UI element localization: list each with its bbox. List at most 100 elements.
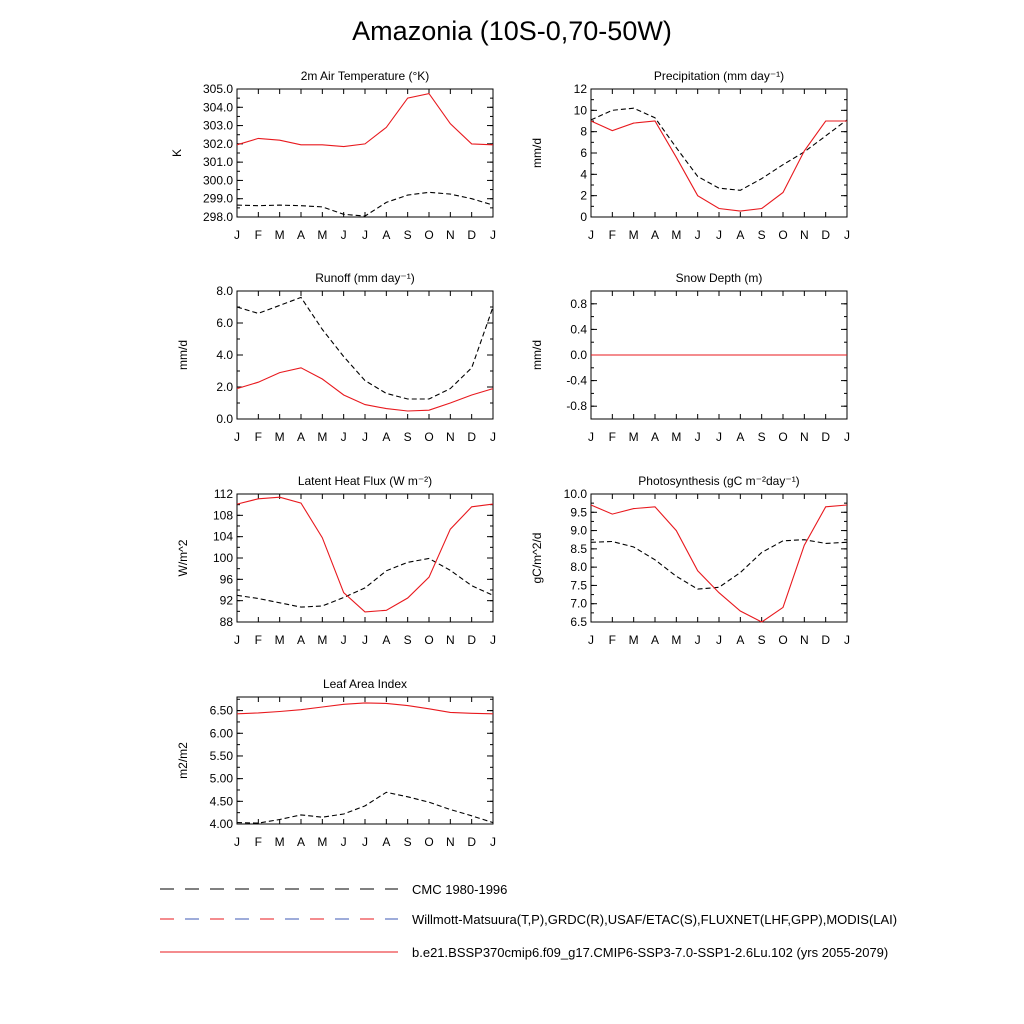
chart-title: Photosynthesis (gC m⁻²day⁻¹) [638,474,799,488]
x-tick-label: F [609,633,616,647]
y-tick-label: 300.0 [203,173,233,187]
series-line-observed [236,791,494,824]
x-tick-label: N [446,430,455,444]
x-tick-label: A [651,633,659,647]
y-tick-label: 298.0 [203,210,233,224]
series-line-observed [236,296,494,400]
x-tick-label: N [800,633,809,647]
y-tick-label: 104 [213,530,233,544]
y-tick-label: 96 [220,572,234,586]
y-tick-label: 6 [580,146,587,160]
x-tick-label: M [317,228,327,242]
y-tick-label: 2 [580,189,587,203]
x-tick-label: O [424,228,433,242]
x-tick-label: M [317,835,327,849]
y-tick-label: 88 [220,615,234,629]
x-tick-label: O [424,835,433,849]
chart-panel-4: Latent Heat Flux (W m⁻²)J F M A M J J A S O N D J889… [176,474,496,647]
x-tick-label: M [317,430,327,444]
y-tick-label: 4 [580,167,587,181]
x-tick-label: D [821,633,830,647]
y-tick-label: 4.0 [216,348,233,362]
x-tick-label: J [588,633,594,647]
chart-panel-2: Runoff (mm day⁻¹)J F M A M J J A S O N D J0.02.04.06… [176,271,496,444]
x-tick-label: M [629,430,639,444]
x-tick-label: J [695,633,701,647]
x-tick-label: A [382,633,390,647]
x-tick-label: S [758,633,766,647]
chart-panel-0: 2m Air Temperature (°K)J F M A M J J A S O N D J298.… [170,69,496,242]
y-tick-label: 7.5 [570,578,587,592]
chart-panel-1: Precipitation (mm day⁻¹)J F M A M J J A S O N D J024… [530,69,850,242]
x-tick-label: J [362,633,368,647]
y-tick-label: 304.0 [203,100,233,114]
x-tick-label: J [588,430,594,444]
x-tick-label: J [234,228,240,242]
chart-title: 2m Air Temperature (°K) [301,69,430,83]
y-tick-label: 6.0 [216,316,233,330]
x-tick-label: J [844,430,850,444]
y-tick-label: 0.0 [570,348,587,362]
y-tick-label: 6.50 [210,704,234,718]
y-tick-label: 5.00 [210,772,234,786]
legend-item-model: b.e21.BSSP370cmip6.f09_g17.CMIP6-SSP3-7.… [160,945,888,960]
series-line-model [236,367,494,412]
y-tick-label: 108 [213,508,233,522]
y-tick-label: 6.00 [210,726,234,740]
x-tick-label: J [341,228,347,242]
x-tick-label: J [588,228,594,242]
y-tick-label: 7.0 [570,597,587,611]
y-tick-label: 0.8 [570,297,587,311]
series-line-observed [236,191,494,217]
x-tick-label: F [255,228,262,242]
x-tick-label: J [490,228,496,242]
page-title: Amazonia (10S-0,70-50W) [352,16,672,46]
x-tick-label: F [609,228,616,242]
x-tick-label: D [467,633,476,647]
x-tick-label: J [844,228,850,242]
series-line-model [236,496,494,613]
x-tick-label: F [255,430,262,444]
x-tick-label: J [695,228,701,242]
x-tick-label: O [778,633,787,647]
series-line-model [236,92,494,148]
x-tick-label: A [736,633,744,647]
y-axis-label: K [170,149,184,157]
chart-panel-5: Photosynthesis (gC m⁻²day⁻¹)J F M A M J J A S O N D… [530,474,850,647]
series-line-observed [236,557,494,608]
y-tick-label: 8 [580,125,587,139]
y-tick-label: 305.0 [203,82,233,96]
x-tick-label: A [297,228,305,242]
x-tick-label: S [758,228,766,242]
x-tick-label: M [629,228,639,242]
x-tick-label: F [609,430,616,444]
y-tick-label: 303.0 [203,119,233,133]
legend-label: b.e21.BSSP370cmip6.f09_g17.CMIP6-SSP3-7.… [412,945,888,960]
x-tick-label: J [716,633,722,647]
x-tick-label: J [716,430,722,444]
y-tick-label: 4.00 [210,817,234,831]
x-tick-label: J [341,633,347,647]
y-tick-label: 4.50 [210,794,234,808]
x-tick-label: A [651,430,659,444]
x-tick-label: D [467,835,476,849]
x-tick-label: A [382,835,390,849]
series-line-observed [590,107,848,191]
x-tick-label: O [424,633,433,647]
y-axis-label: W/m^2 [176,539,190,576]
x-tick-label: S [404,633,412,647]
x-tick-label: J [490,430,496,444]
x-tick-label: M [671,430,681,444]
series-line-model [236,702,494,715]
legend-item-obs-cmc: CMC 1980-1996 [160,882,507,897]
x-tick-label: F [255,835,262,849]
chart-title: Latent Heat Flux (W m⁻²) [298,474,432,488]
x-tick-label: S [404,835,412,849]
x-tick-label: A [382,430,390,444]
x-tick-label: A [297,430,305,444]
x-tick-label: A [651,228,659,242]
x-tick-label: J [716,228,722,242]
x-tick-label: N [800,430,809,444]
x-tick-label: N [446,633,455,647]
